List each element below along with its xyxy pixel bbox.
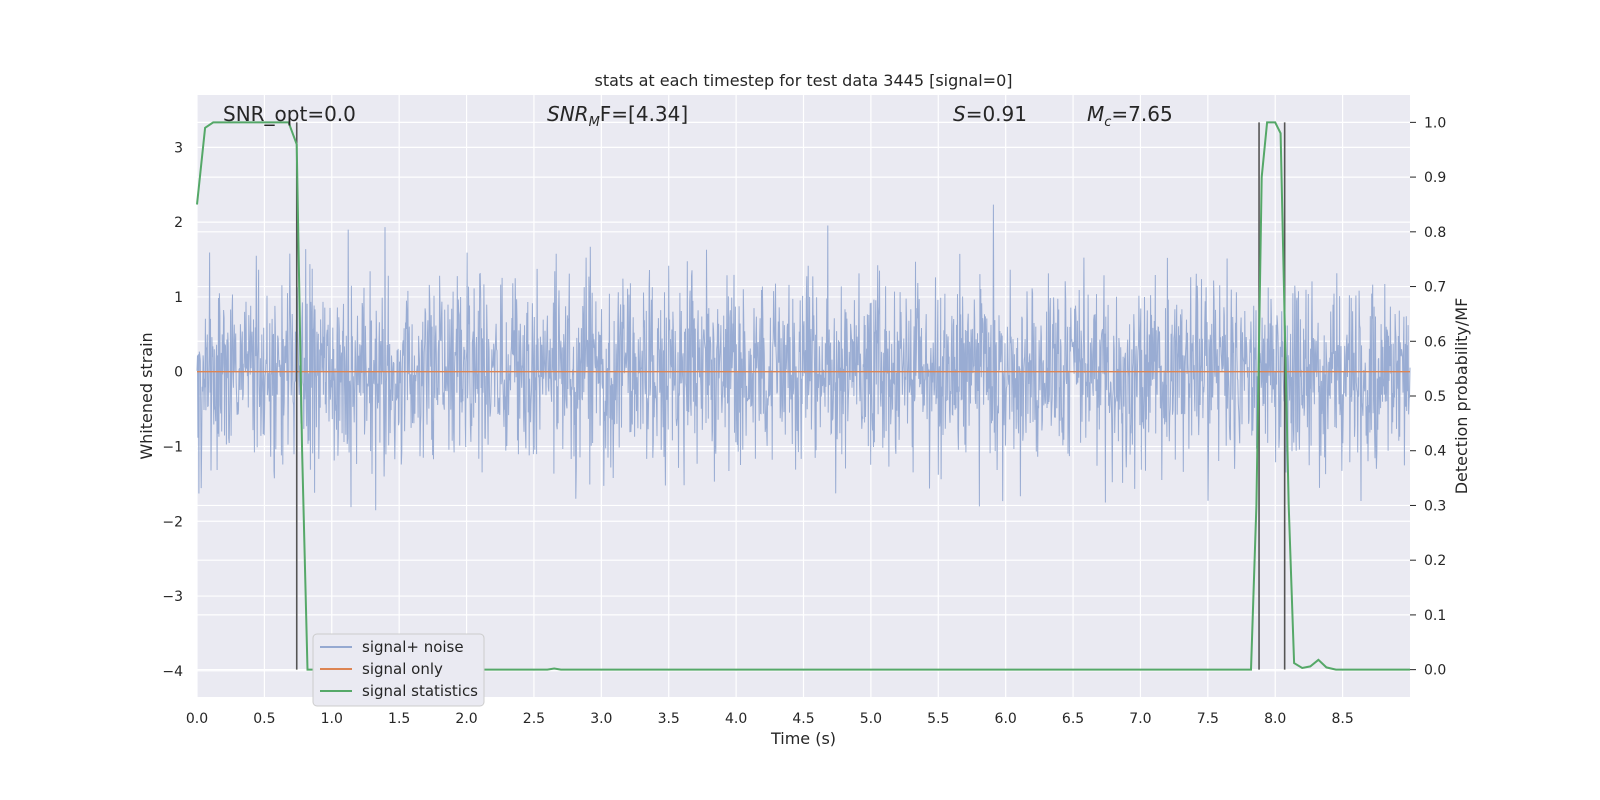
annotation-snr-opt: SNR_opt=0.0 bbox=[223, 102, 356, 126]
x-tick-label: 3.5 bbox=[658, 711, 680, 727]
y-left-tick-label: 3 bbox=[174, 140, 183, 156]
x-axis-label: Time (s) bbox=[770, 729, 836, 748]
legend-box bbox=[312, 633, 485, 707]
y-left-tick-label: 1 bbox=[174, 290, 183, 306]
annotation-snr-mf-main: SNR bbox=[547, 102, 589, 126]
y-left-axis-ticks: 3 2 1 0 −1 −2 −3 −4 bbox=[162, 140, 183, 679]
annotation-mc: Mc=7.65 bbox=[1087, 102, 1173, 130]
y-left-tick-label: −2 bbox=[162, 514, 183, 530]
annotation-s: S=0.91 bbox=[953, 102, 1027, 126]
annotation-mc-sub: c bbox=[1104, 115, 1111, 130]
y-right-tick-label: 0.7 bbox=[1424, 280, 1446, 296]
annotation-s-main: S bbox=[953, 102, 966, 126]
x-tick-label: 7.5 bbox=[1197, 711, 1219, 727]
x-tick-label: 5.0 bbox=[860, 711, 882, 727]
x-tick-label: 2.0 bbox=[455, 711, 477, 727]
x-tick-label: 5.5 bbox=[927, 711, 949, 727]
signal-statistics-line bbox=[196, 121, 1410, 671]
x-tick-label: 3.0 bbox=[590, 711, 612, 727]
x-tick-label: 4.0 bbox=[725, 711, 747, 727]
y-left-tick-label: −1 bbox=[162, 439, 183, 455]
y-right-tick-label: 0.6 bbox=[1424, 334, 1446, 350]
y-left-tick-label: 0 bbox=[174, 365, 183, 381]
annotation-snr-mf-sub: M bbox=[589, 115, 600, 130]
annotation-mc-value: =7.65 bbox=[1111, 102, 1172, 126]
x-axis-ticks: 0.0 0.5 1.0 1.5 2.0 2.5 3.0 3.5 4.0 4.5 5.0 5.5 6.0 6… bbox=[186, 711, 1354, 727]
annotation-snr-mf: SNRMF=[4.34] bbox=[547, 102, 688, 130]
x-tick-label: 0.0 bbox=[186, 711, 208, 727]
y-right-tick-label: 0.4 bbox=[1424, 444, 1446, 460]
y-right-axis-ticks: 1.0 0.9 0.8 0.7 0.6 0.5 0.4 0.3 0.2 0.1 0.0 bbox=[1410, 115, 1446, 679]
legend-label: signal statistics bbox=[362, 682, 478, 700]
x-tick-label: 1.0 bbox=[321, 711, 343, 727]
y-left-tick-label: −4 bbox=[162, 664, 183, 680]
y-right-tick-label: 0.1 bbox=[1424, 608, 1446, 624]
annotation-snr-mf-tail: F=[4.34] bbox=[600, 102, 688, 126]
y-right-tick-label: 1.0 bbox=[1424, 115, 1446, 131]
y-right-tick-label: 0.5 bbox=[1424, 389, 1446, 405]
noise-line bbox=[196, 204, 1411, 511]
series-signal-noise bbox=[196, 204, 1411, 511]
y-right-tick-label: 0.0 bbox=[1424, 663, 1446, 679]
y-left-tick-label: −3 bbox=[162, 589, 183, 605]
x-tick-label: 8.0 bbox=[1264, 711, 1286, 727]
y-right-tick-label: 0.8 bbox=[1424, 225, 1446, 241]
legend: signal+ noise signal only signal statistic… bbox=[312, 633, 485, 707]
y-right-tick-label: 0.2 bbox=[1424, 553, 1446, 569]
y-right-tick-label: 0.9 bbox=[1424, 170, 1446, 186]
y-right-axis-label: Detection probability/MF bbox=[1452, 298, 1471, 495]
x-tick-label: 8.5 bbox=[1331, 711, 1353, 727]
legend-label: signal+ noise bbox=[362, 638, 464, 656]
x-tick-label: 2.5 bbox=[523, 711, 545, 727]
y-left-tick-label: 2 bbox=[174, 215, 183, 231]
legend-label: signal only bbox=[362, 660, 443, 678]
chart-title: stats at each timestep for test data 344… bbox=[594, 71, 1012, 90]
annotation-mc-main: M bbox=[1087, 102, 1104, 126]
y-left-axis-label: Whitened strain bbox=[137, 332, 156, 459]
x-tick-label: 0.5 bbox=[253, 711, 275, 727]
y-right-tick-label: 0.3 bbox=[1424, 498, 1446, 514]
series-signal-statistics bbox=[196, 121, 1410, 671]
x-tick-label: 4.5 bbox=[792, 711, 814, 727]
x-tick-label: 7.0 bbox=[1129, 711, 1151, 727]
x-tick-label: 6.0 bbox=[995, 711, 1017, 727]
x-tick-label: 1.5 bbox=[388, 711, 410, 727]
x-tick-label: 6.5 bbox=[1062, 711, 1084, 727]
annotation-s-value: =0.91 bbox=[966, 102, 1027, 126]
